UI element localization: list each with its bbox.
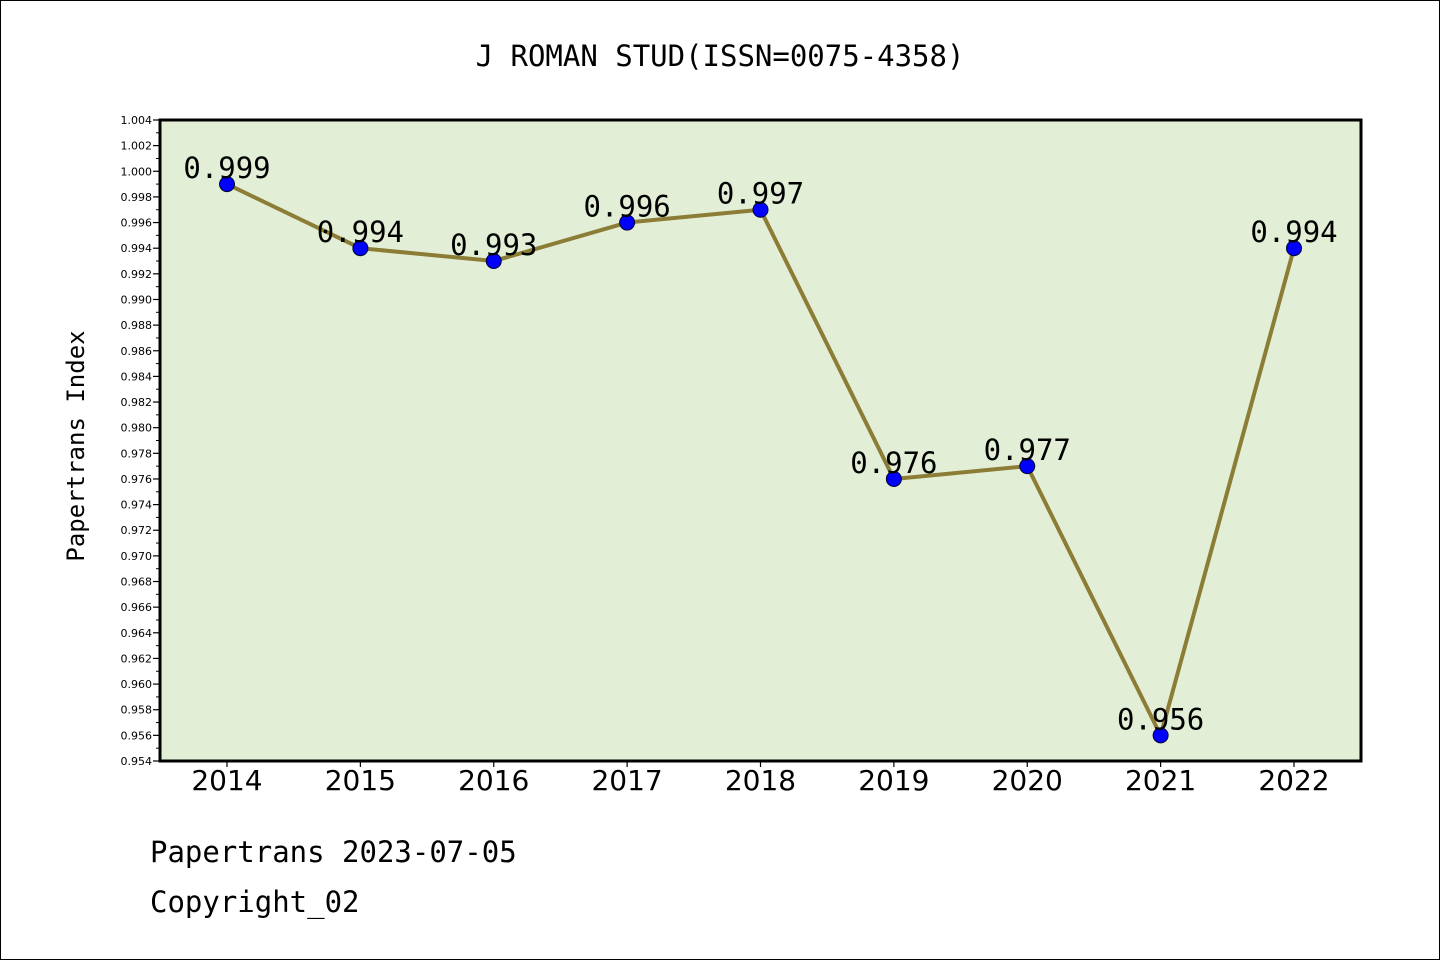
- y-axis-label: Papertrans Index: [62, 330, 90, 561]
- data-label: 0.994: [1250, 215, 1337, 249]
- x-tick-label: 2019: [858, 764, 929, 797]
- footer-date: Papertrans 2023-07-05: [150, 835, 517, 869]
- data-label: 0.977: [984, 433, 1071, 467]
- y-tick-label: 0.970: [121, 550, 153, 563]
- y-tick-label: 1.004: [121, 114, 153, 127]
- y-tick-label: 0.990: [121, 293, 153, 306]
- plot-area: [158, 118, 1363, 763]
- y-tick-label: 0.968: [121, 576, 153, 589]
- y-tick-label: 0.974: [121, 499, 153, 512]
- x-tick-label: 2015: [325, 764, 396, 797]
- data-point: [1019, 458, 1036, 475]
- y-tick-label: 0.956: [121, 729, 153, 742]
- y-tick-label: 0.984: [121, 370, 153, 383]
- data-point: [752, 201, 769, 218]
- y-tick-label: 0.960: [121, 678, 153, 691]
- y-axis: 0.954 0.956 0.958 0.960 0.962 0.964 0.966 0.968…: [121, 114, 160, 768]
- data-label: 0.997: [717, 177, 804, 211]
- x-tick-label: 2020: [992, 764, 1063, 797]
- y-tick-label: 1.002: [121, 140, 153, 153]
- y-tick-label: 0.980: [121, 422, 153, 435]
- x-tick-label: 2014: [191, 764, 262, 797]
- y-tick-label: 0.972: [121, 524, 153, 537]
- x-tick-label: 2022: [1258, 764, 1329, 797]
- y-tick-label: 0.962: [121, 652, 153, 665]
- data-point: [485, 253, 502, 270]
- y-tick-label: 0.954: [121, 755, 153, 768]
- data-label: 0.994: [317, 215, 404, 249]
- data-label: 0.993: [450, 228, 537, 262]
- y-tick-label: 0.964: [121, 627, 153, 640]
- footer-copyright: Copyright_02: [150, 885, 360, 919]
- y-tick-label: 0.976: [121, 473, 153, 486]
- x-tick-label: 2017: [591, 764, 662, 797]
- data-point: [1286, 240, 1302, 257]
- y-tick-label: 0.966: [121, 601, 153, 614]
- x-axis: 2014 2015 2016 2017 2018 2019 2020 2021 2022: [191, 761, 1330, 797]
- y-tick-label: 0.978: [121, 447, 153, 460]
- y-tick-label: 0.996: [121, 217, 153, 230]
- data-label: 0.976: [850, 446, 937, 480]
- y-tick-label: 1.000: [121, 165, 153, 178]
- x-tick-label: 2018: [725, 764, 796, 797]
- data-point: [1152, 727, 1169, 744]
- x-tick-label: 2016: [458, 764, 529, 797]
- data-point: [352, 240, 369, 257]
- y-tick-label: 0.992: [121, 268, 153, 281]
- y-tick-label: 0.988: [121, 319, 153, 332]
- data-label: 0.956: [1117, 702, 1204, 736]
- data-labels: 0.999 0.994 0.993 0.996 0.997 0.976 0.977 0.956…: [183, 151, 1337, 736]
- data-label: 0.996: [583, 190, 670, 224]
- data-point: [619, 214, 636, 231]
- series-line-group: [219, 176, 1302, 744]
- y-tick-label: 0.986: [121, 345, 153, 358]
- chart-title: J ROMAN STUD(ISSN=0075-4358): [476, 39, 965, 73]
- y-tick-label: 0.958: [121, 704, 153, 717]
- data-point: [219, 176, 235, 193]
- data-point: [885, 470, 902, 487]
- y-tick-label: 0.994: [121, 242, 153, 255]
- y-tick-label: 0.982: [121, 396, 153, 409]
- x-tick-label: 2021: [1125, 764, 1196, 797]
- data-label: 0.999: [183, 151, 270, 185]
- y-tick-label: 0.998: [121, 191, 153, 204]
